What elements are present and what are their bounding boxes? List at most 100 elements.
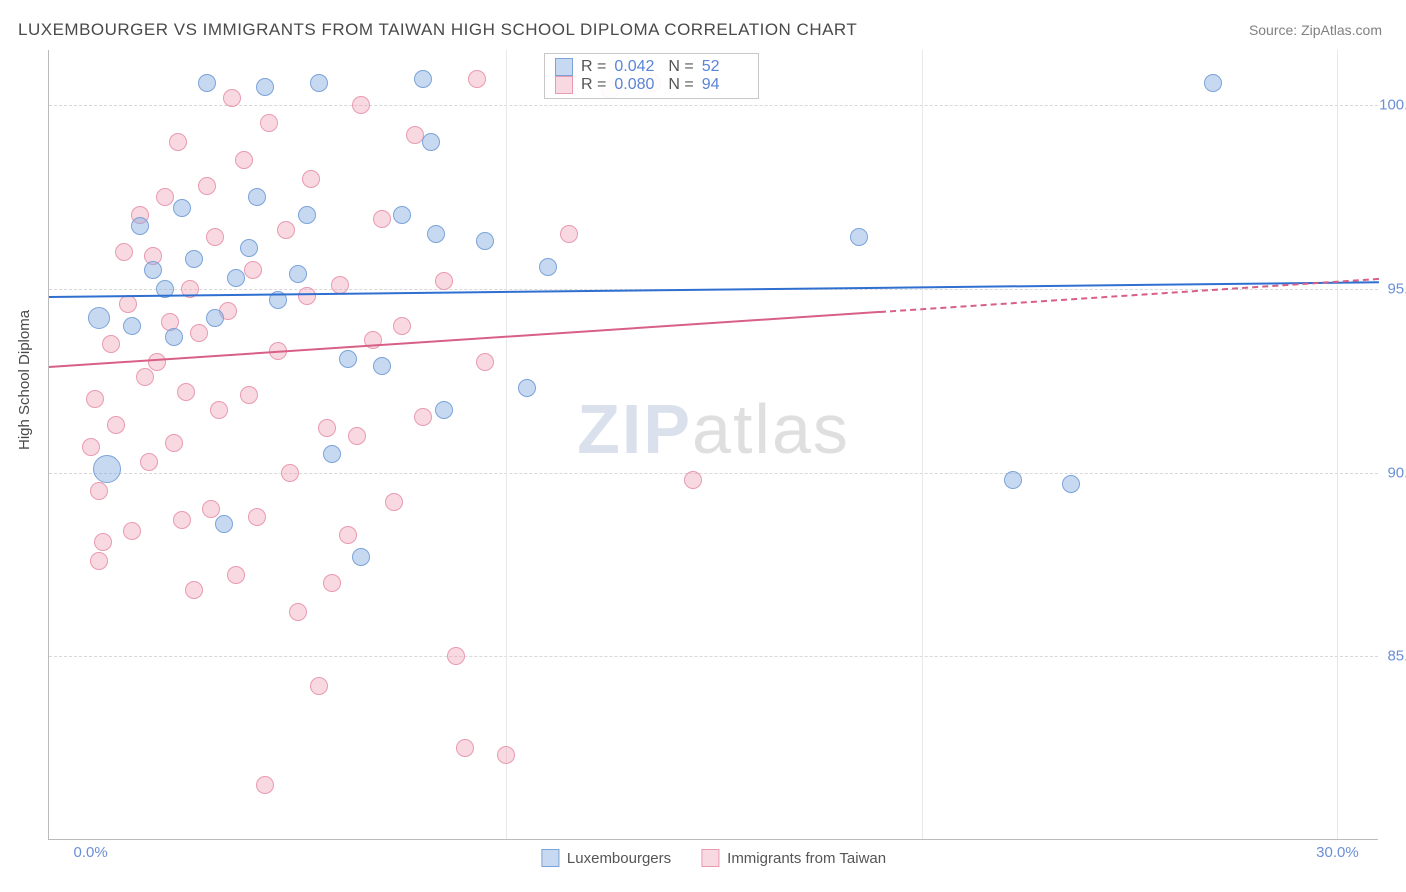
- stat-r-label: R =: [581, 76, 606, 94]
- scatter-point: [206, 309, 224, 327]
- scatter-point: [256, 776, 274, 794]
- scatter-point: [456, 739, 474, 757]
- y-tick-label: 85.0%: [1387, 648, 1406, 665]
- scatter-point: [339, 350, 357, 368]
- scatter-point: [240, 386, 258, 404]
- scatter-point: [539, 258, 557, 276]
- watermark-part1: ZIP: [577, 390, 692, 468]
- scatter-point: [82, 438, 100, 456]
- scatter-point: [206, 228, 224, 246]
- scatter-point: [850, 228, 868, 246]
- watermark-part2: atlas: [692, 390, 850, 468]
- y-tick-label: 90.0%: [1387, 464, 1406, 481]
- legend-item: Luxembourgers: [541, 849, 671, 867]
- scatter-point: [165, 434, 183, 452]
- gridline-v: [506, 50, 507, 839]
- scatter-point: [185, 250, 203, 268]
- gridline-h: [49, 656, 1378, 657]
- stat-n-value: 94: [702, 76, 748, 94]
- scatter-point: [198, 177, 216, 195]
- scatter-point: [156, 188, 174, 206]
- stat-r-value: 0.080: [614, 76, 660, 94]
- legend-swatch: [555, 76, 573, 94]
- scatter-point: [323, 574, 341, 592]
- scatter-point: [248, 188, 266, 206]
- scatter-point: [90, 482, 108, 500]
- scatter-point: [256, 78, 274, 96]
- scatter-point: [1004, 471, 1022, 489]
- scatter-point: [281, 464, 299, 482]
- source-attribution: Source: ZipAtlas.com: [1249, 22, 1382, 38]
- scatter-point: [215, 515, 233, 533]
- scatter-point: [331, 276, 349, 294]
- scatter-point: [310, 677, 328, 695]
- scatter-point: [427, 225, 445, 243]
- scatter-point: [227, 269, 245, 287]
- scatter-point: [235, 151, 253, 169]
- scatter-point: [468, 70, 486, 88]
- scatter-point: [518, 379, 536, 397]
- scatter-point: [385, 493, 403, 511]
- stat-n-value: 52: [702, 58, 748, 76]
- scatter-point: [298, 206, 316, 224]
- scatter-point: [198, 74, 216, 92]
- scatter-point: [476, 232, 494, 250]
- x-tick-label: 0.0%: [73, 844, 107, 861]
- legend-item: Immigrants from Taiwan: [701, 849, 886, 867]
- stat-r-value: 0.042: [614, 58, 660, 76]
- scatter-point: [210, 401, 228, 419]
- y-tick-label: 95.0%: [1387, 280, 1406, 297]
- scatter-point: [339, 526, 357, 544]
- scatter-point: [302, 170, 320, 188]
- scatter-point: [223, 89, 241, 107]
- gridline-v: [922, 50, 923, 839]
- x-tick-label: 30.0%: [1316, 844, 1359, 861]
- stat-r-label: R =: [581, 58, 606, 76]
- scatter-point: [422, 133, 440, 151]
- scatter-point: [352, 548, 370, 566]
- scatter-point: [165, 328, 183, 346]
- scatter-point: [289, 603, 307, 621]
- legend-label: Luxembourgers: [567, 850, 671, 867]
- scatter-point: [115, 243, 133, 261]
- scatter-point: [148, 353, 166, 371]
- scatter-point: [185, 581, 203, 599]
- scatter-point: [173, 511, 191, 529]
- scatter-point: [476, 353, 494, 371]
- scatter-point: [131, 217, 149, 235]
- scatter-point: [119, 295, 137, 313]
- scatter-point: [289, 265, 307, 283]
- scatter-point: [144, 261, 162, 279]
- scatter-point: [373, 210, 391, 228]
- scatter-point: [310, 74, 328, 92]
- scatter-point: [318, 419, 336, 437]
- scatter-point: [348, 427, 366, 445]
- scatter-point: [94, 533, 112, 551]
- stat-n-label: N =: [668, 58, 693, 76]
- legend-label: Immigrants from Taiwan: [727, 850, 886, 867]
- scatter-point: [123, 522, 141, 540]
- gridline-h: [49, 105, 1378, 106]
- stats-row: R = 0.080 N = 94: [555, 76, 748, 94]
- scatter-point: [373, 357, 391, 375]
- plot-area: ZIPatlas 85.0%90.0%95.0%100.0%0.0%30.0%R…: [48, 50, 1378, 840]
- watermark: ZIPatlas: [577, 389, 850, 469]
- scatter-point: [352, 96, 370, 114]
- scatter-point: [393, 206, 411, 224]
- scatter-point: [393, 317, 411, 335]
- scatter-point: [447, 647, 465, 665]
- scatter-point: [240, 239, 258, 257]
- scatter-point: [406, 126, 424, 144]
- scatter-point: [107, 416, 125, 434]
- scatter-point: [123, 317, 141, 335]
- scatter-point: [435, 272, 453, 290]
- scatter-point: [86, 390, 104, 408]
- gridline-h: [49, 473, 1378, 474]
- scatter-point: [1062, 475, 1080, 493]
- scatter-point: [298, 287, 316, 305]
- scatter-point: [90, 552, 108, 570]
- stat-n-label: N =: [668, 76, 693, 94]
- y-tick-label: 100.0%: [1379, 97, 1406, 114]
- scatter-point: [560, 225, 578, 243]
- legend-swatch: [541, 849, 559, 867]
